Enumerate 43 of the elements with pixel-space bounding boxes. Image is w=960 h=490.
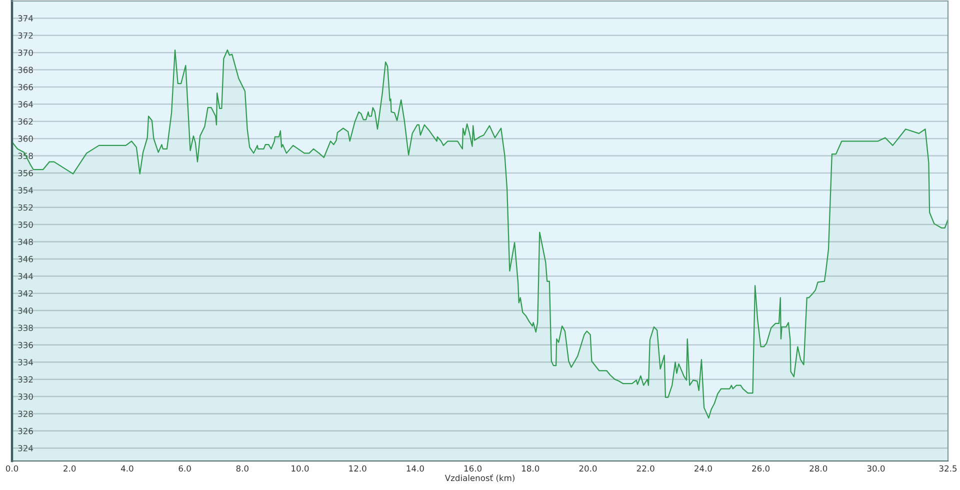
x-tick-label: 6.0 — [178, 465, 191, 472]
x-tick-label: 16.0 — [464, 465, 482, 472]
y-tick-label: 334 — [18, 359, 33, 366]
x-tick-label: 18.0 — [522, 465, 540, 472]
y-tick-label: 344 — [18, 273, 33, 280]
y-tick-label: 332 — [18, 376, 33, 383]
x-tick-label: 2.0 — [64, 465, 76, 472]
x-tick-label: 4.0 — [120, 465, 134, 472]
y-tick-label: 324 — [18, 445, 33, 452]
x-tick-label: 28.0 — [810, 465, 828, 472]
x-tick-label: 20.0 — [579, 465, 597, 472]
y-tick-label: 342 — [18, 290, 33, 297]
x-tick-label: 30.0 — [867, 465, 885, 472]
y-tick-label: 364 — [18, 101, 33, 108]
x-axis-title: Vzdialenosť (km) — [444, 474, 514, 482]
y-tick-label: 366 — [18, 84, 33, 90]
x-tick-label: 0.0 — [6, 465, 18, 472]
y-tick-label: 346 — [18, 256, 33, 262]
y-tick-label: 354 — [18, 187, 33, 194]
y-tick-label: 328 — [18, 410, 33, 417]
x-tick-label: 26.0 — [752, 465, 770, 472]
y-tick-label: 350 — [18, 222, 33, 228]
y-tick-label: 348 — [18, 238, 33, 246]
y-tick-label: 360 — [18, 136, 33, 142]
y-tick-label: 368 — [18, 66, 33, 74]
y-tick-label: 356 — [18, 170, 33, 176]
y-tick-label: 374 — [18, 15, 33, 22]
y-tick-label: 326 — [18, 428, 33, 434]
y-tick-label: 340 — [18, 308, 33, 314]
y-tick-label: 338 — [18, 324, 33, 332]
x-tick-label: 14.0 — [406, 465, 424, 472]
x-tick-label: 24.0 — [694, 465, 712, 472]
x-tick-label: 8.0 — [236, 465, 248, 472]
y-tick-label: 336 — [18, 342, 33, 348]
x-tick-label: 10.0 — [292, 465, 309, 472]
y-tick-label: 330 — [18, 393, 33, 400]
x-tick-label: 12.0 — [349, 465, 366, 472]
y-tick-label: 352 — [18, 204, 33, 211]
x-tick-label: 22.0 — [636, 465, 654, 472]
y-tick-label: 372 — [18, 32, 33, 39]
x-tick-label: 32.5 — [939, 465, 957, 472]
y-tick-label: 362 — [18, 118, 33, 125]
y-tick-label: 370 — [18, 50, 33, 56]
